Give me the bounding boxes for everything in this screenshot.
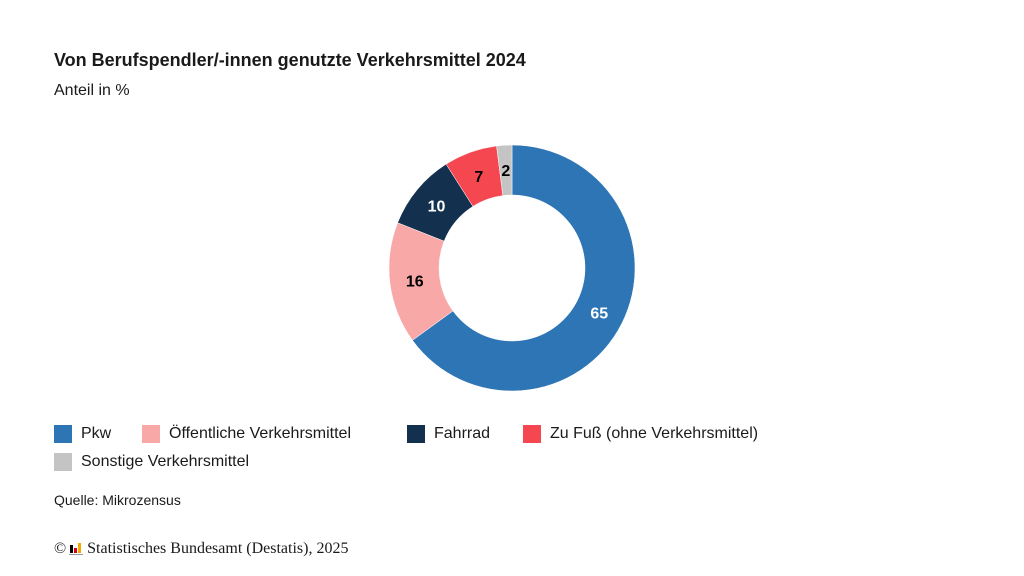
legend-item: Sonstige Verkehrsmittel <box>54 453 249 471</box>
legend-swatch <box>523 425 541 443</box>
legend-swatch <box>407 425 425 443</box>
copyright-symbol: © <box>54 540 67 557</box>
legend-label: Pkw <box>81 425 112 442</box>
data-label-1: 16 <box>406 273 424 290</box>
legend-item: Fahrrad <box>407 425 490 443</box>
legend-label: Fahrrad <box>434 425 491 442</box>
data-label-0: 65 <box>590 305 608 322</box>
data-label-4: 2 <box>501 163 510 180</box>
copyright-text: Statistisches Bundesamt (Destatis), 2025 <box>87 540 349 557</box>
legend-item: Öffentliche Verkehrsmittel <box>142 425 351 443</box>
source-note: Quelle: Mikrozensus <box>54 492 181 508</box>
copyright: © Statistisches Bundesamt (Destatis), 20… <box>54 540 348 558</box>
legend-label: Sonstige Verkehrsmittel <box>81 453 250 470</box>
legend-label: Öffentliche Verkehrsmittel <box>169 425 352 442</box>
legend-label: Zu Fuß (ohne Verkehrsmittel) <box>550 425 759 442</box>
destatis-logo-icon <box>69 543 84 555</box>
legend-item: Pkw <box>54 425 111 443</box>
chart-title: Von Berufspendler/-innen genutzte Verkeh… <box>54 50 526 70</box>
legend-item: Zu Fuß (ohne Verkehrsmittel) <box>523 425 758 443</box>
data-label-3: 7 <box>474 169 483 186</box>
legend-swatch <box>142 425 160 443</box>
legend-swatch <box>54 425 72 443</box>
donut-slice-0 <box>412 144 636 392</box>
data-label-2: 10 <box>428 199 446 216</box>
legend-swatch <box>54 453 72 471</box>
donut-slice-4 <box>496 144 513 196</box>
chart-subtitle: Anteil in % <box>54 82 130 99</box>
